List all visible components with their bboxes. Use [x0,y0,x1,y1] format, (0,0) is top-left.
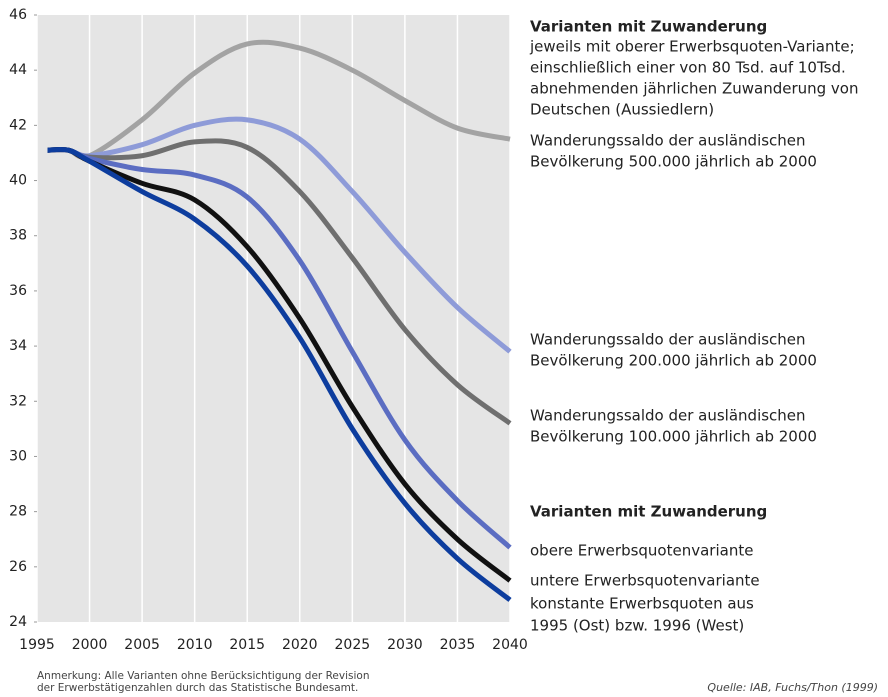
annotation: Bevölkerung 200.000 jährlich ab 2000 [530,352,817,370]
x-tick-label: 2025 [335,637,371,653]
annotation: Wanderungssaldo der ausländischen [530,132,806,150]
annotation: Bevölkerung 100.000 jährlich ab 2000 [530,428,817,446]
x-tick-label: 1995 [19,637,55,653]
y-tick-label: 38 [9,228,27,244]
annotation: untere Erwerbsquotenvariante [530,572,760,590]
plot-background [37,15,510,622]
x-tick-label: 2010 [177,637,213,653]
annotation: Varianten mit Zuwanderung [530,18,767,36]
y-tick-label: 44 [9,62,27,78]
y-tick-label: 28 [9,504,27,520]
x-tick-label: 2000 [72,637,108,653]
y-tick-label: 30 [9,448,27,464]
annotation: Wanderungssaldo der ausländischen [530,407,806,425]
x-tick-label: 2005 [124,637,160,653]
y-tick-label: 24 [9,614,27,630]
x-tick-label: 2030 [387,637,423,653]
annotation: abnehmenden jährlichen Zuwanderung von [530,80,858,98]
annotation: Deutschen (Aussiedlern) [530,101,714,119]
x-tick-label: 2035 [440,637,476,653]
annotation: Wanderungssaldo der ausländischen [530,331,806,349]
y-tick-label: 40 [9,173,27,189]
annotation: 1995 (Ost) bzw. 1996 (West) [530,617,744,635]
x-tick-label: 2015 [229,637,265,653]
annotation: Varianten mit Zuwanderung [530,503,767,521]
y-tick-label: 34 [9,338,27,354]
y-tick-label: 32 [9,393,27,409]
y-tick-label: 26 [9,559,27,575]
annotation: obere Erwerbsquotenvariante [530,542,753,560]
annotation: jeweils mit oberer Erwerbsquoten-Variant… [529,38,855,56]
y-tick-label: 36 [9,283,27,299]
annotation: konstante Erwerbsquoten aus [530,595,754,613]
footnote: Anmerkung: Alle Varianten ohne Berücksic… [37,670,369,682]
x-tick-label: 2040 [492,637,528,653]
annotation: einschließlich einer von 80 Tsd. auf 10T… [530,59,846,77]
y-tick-label: 42 [9,117,27,133]
footnote: der Erwerbstätigenzahlen durch das Stati… [37,682,358,694]
x-tick-label: 2020 [282,637,318,653]
source: Quelle: IAB, Fuchs/Thon (1999) [707,681,878,694]
annotation: Bevölkerung 500.000 jährlich ab 2000 [530,153,817,171]
y-tick-label: 46 [9,7,27,23]
series-line [47,146,512,602]
